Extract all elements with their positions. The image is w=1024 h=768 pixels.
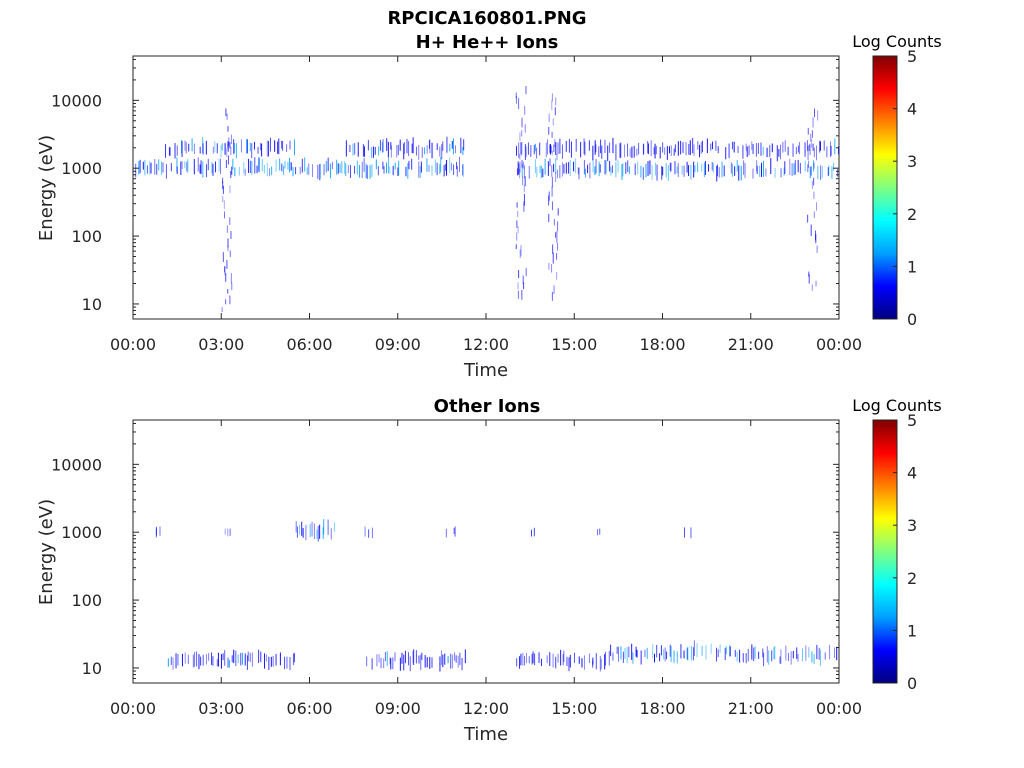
colorbar-tick-label: 1 xyxy=(907,257,917,276)
other-ions-panel: Other Ions 00:00 03:00 06:00 09:00 12:00 15:0… xyxy=(36,396,942,745)
y-axis-label: Energy (eV) xyxy=(36,499,57,605)
plot-frame xyxy=(132,419,840,684)
x-tick-label: 03:00 xyxy=(198,699,244,718)
y-tick-label: 100 xyxy=(71,227,102,246)
x-tick-label: 18:00 xyxy=(639,335,685,354)
x-tick-label: 21:00 xyxy=(728,699,774,718)
colorbar-tick-label: 5 xyxy=(907,47,917,66)
colorbar-tick-label: 4 xyxy=(907,464,917,483)
colorbar-tick-label: 2 xyxy=(907,205,917,224)
x-tick-label: 00:00 xyxy=(110,699,156,718)
colorbar-tick-label: 3 xyxy=(907,516,917,535)
y-axis-ticks: 10 100 1000 10000 xyxy=(51,422,839,684)
x-axis-label: Time xyxy=(463,724,508,745)
colorbar: Log Counts 0 1 2 3 4 5 xyxy=(852,32,942,329)
h-he-ions-panel: H+ He++ Ions 00:00 03:00 06:00 09:00 12:00 15… xyxy=(36,32,942,381)
colorbar-tick-label: 0 xyxy=(907,310,917,329)
x-tick-label: 12:00 xyxy=(463,699,509,718)
y-tick-label: 100 xyxy=(71,591,102,610)
x-tick-label: 15:00 xyxy=(551,335,597,354)
y-tick-label: 10000 xyxy=(51,91,102,110)
x-tick-label: 00:00 xyxy=(110,335,156,354)
colorbar-tick-label: 3 xyxy=(907,152,917,171)
colorbar-tick-label: 0 xyxy=(907,674,917,693)
colorbar-scale xyxy=(872,55,898,320)
x-tick-label: 15:00 xyxy=(551,699,597,718)
y-tick-label: 1000 xyxy=(61,523,102,542)
colorbar-tick-label: 2 xyxy=(907,569,917,588)
y-axis-ticks: 10 100 1000 10000 xyxy=(51,58,839,320)
colorbar-tick-label: 5 xyxy=(907,411,917,430)
colorbar: Log Counts 0 1 2 3 4 5 xyxy=(852,396,942,693)
y-tick-label: 1000 xyxy=(61,159,102,178)
x-axis-ticks: 00:00 03:00 06:00 09:00 12:00 15:00 18:00 21:00… xyxy=(110,56,862,354)
x-tick-label: 09:00 xyxy=(375,335,421,354)
y-tick-label: 10000 xyxy=(51,455,102,474)
x-axis-label: Time xyxy=(463,360,508,381)
colorbar-scale xyxy=(872,419,898,684)
x-tick-label: 00:00 xyxy=(816,335,862,354)
figure-title: RPCICA160801.PNG xyxy=(387,8,586,29)
spectrogram-marks xyxy=(155,519,838,672)
x-tick-label: 21:00 xyxy=(728,335,774,354)
x-tick-label: 18:00 xyxy=(639,699,685,718)
x-tick-label: 06:00 xyxy=(286,335,332,354)
colorbar-title: Log Counts xyxy=(852,396,942,415)
spectrogram-marks xyxy=(135,85,839,313)
panel-title-h-he-ions: H+ He++ Ions xyxy=(416,32,559,53)
x-tick-label: 09:00 xyxy=(375,699,421,718)
colorbar-tick-label: 1 xyxy=(907,621,917,640)
y-tick-label: 10 xyxy=(82,295,102,314)
colorbar-tick-label: 4 xyxy=(907,100,917,119)
x-tick-label: 06:00 xyxy=(286,699,332,718)
x-tick-label: 03:00 xyxy=(198,335,244,354)
y-axis-label: Energy (eV) xyxy=(36,135,57,241)
colorbar-title: Log Counts xyxy=(852,32,942,51)
x-tick-label: 12:00 xyxy=(463,335,509,354)
y-tick-label: 10 xyxy=(82,659,102,678)
x-axis-ticks: 00:00 03:00 06:00 09:00 12:00 15:00 18:00 21:00… xyxy=(110,420,862,718)
plot-frame xyxy=(132,55,840,320)
x-tick-label: 00:00 xyxy=(816,699,862,718)
panel-title-other-ions: Other Ions xyxy=(434,396,541,417)
